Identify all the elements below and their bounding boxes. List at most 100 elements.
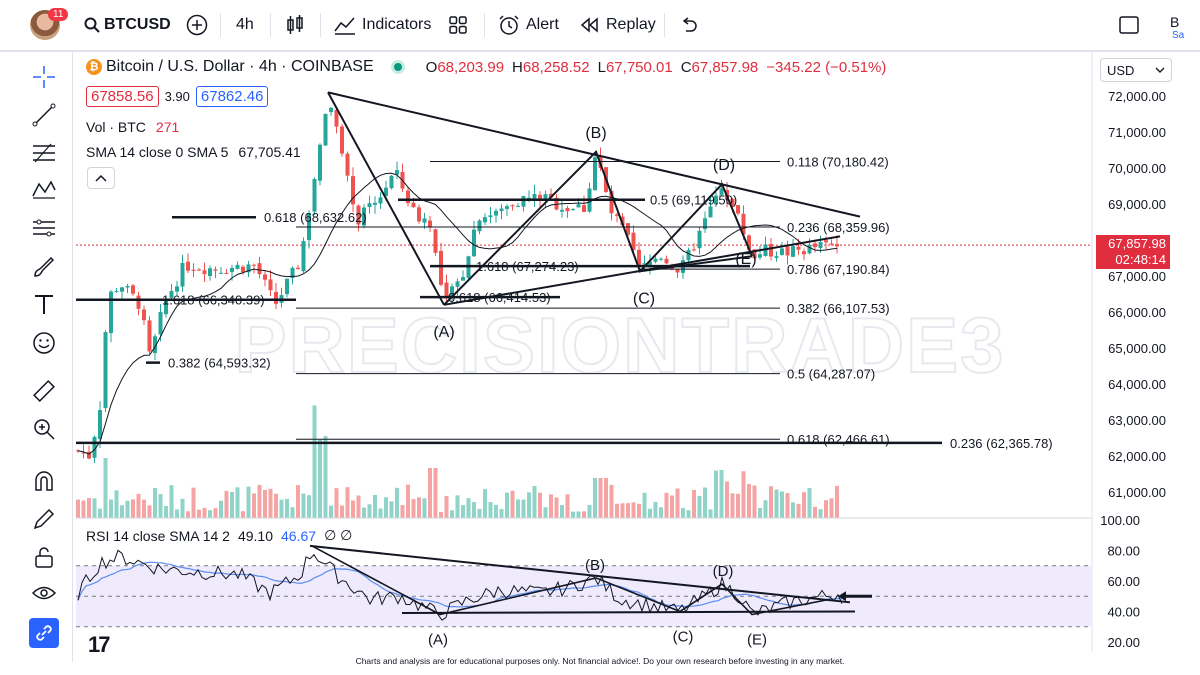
volume-bar <box>164 505 168 518</box>
buy-price-button[interactable]: 67862.46 <box>195 86 269 107</box>
volume-bar <box>692 489 696 518</box>
rsi-line <box>77 549 843 621</box>
ohlc-low: L67,750.01 <box>598 59 673 76</box>
trend-line-tool[interactable] <box>29 100 59 130</box>
symbol-title[interactable]: Bitcoin / U.S. Dollar · 4h · COINBASE <box>106 58 374 75</box>
candle-body <box>626 223 630 235</box>
candle-body <box>769 244 773 257</box>
undo-button[interactable] <box>680 0 698 50</box>
candle-body <box>175 286 179 292</box>
candle-body <box>730 198 735 206</box>
fib-level-label: 0.236 (62,365.78) <box>950 436 1053 451</box>
prediction-tool[interactable] <box>29 212 59 242</box>
candle-body <box>582 205 586 212</box>
search-icon <box>84 17 100 33</box>
emoji-tool[interactable] <box>29 328 59 358</box>
volume-bar <box>697 495 702 518</box>
volume-bar <box>708 509 713 518</box>
replay-button[interactable]: Replay <box>580 0 656 50</box>
candle-body <box>235 264 240 269</box>
candle-body <box>87 451 91 459</box>
add-circle-icon <box>186 14 208 36</box>
volume-bar <box>147 505 152 518</box>
alert-button[interactable]: Alert <box>498 0 559 50</box>
layouts-button[interactable] <box>448 0 468 50</box>
candle-body <box>428 220 432 228</box>
volume-bar <box>389 501 394 518</box>
interval-button[interactable]: 4h <box>236 16 254 33</box>
sell-price-button[interactable]: 67858.56 <box>86 86 159 107</box>
drawing-toolbar <box>20 52 73 662</box>
candle-body <box>483 217 487 223</box>
volume-bar <box>510 490 515 518</box>
currency-select[interactable]: USD <box>1100 58 1172 82</box>
volume-bar <box>554 497 559 518</box>
link-tool[interactable] <box>29 618 59 648</box>
candle-body <box>202 270 207 275</box>
measure-tool[interactable] <box>29 376 59 406</box>
symbol-search[interactable]: BTCUSD <box>84 0 171 50</box>
volume-bar <box>417 497 421 518</box>
volume-bar <box>763 500 768 518</box>
rsi-pattern-label: (E) <box>747 632 767 649</box>
volume-bar <box>615 503 619 518</box>
low-label: L <box>597 58 606 76</box>
pattern-point-label: (B) <box>585 125 606 142</box>
brush-tool[interactable] <box>29 252 59 282</box>
volume-bar <box>494 504 498 518</box>
text-tool[interactable] <box>29 290 59 320</box>
ohlc-high: H68,258.52 <box>512 59 590 76</box>
fullscreen-button[interactable] <box>1118 0 1140 50</box>
open-value: 68,203.99 <box>437 58 505 76</box>
link-icon <box>36 625 52 641</box>
price-change: −345.22 (−0.51%) <box>766 58 887 76</box>
volume-bar <box>499 509 504 518</box>
volume-bar <box>769 486 773 518</box>
market-status-dot <box>393 63 402 71</box>
volume-bar <box>433 468 438 518</box>
candle-body <box>340 126 344 154</box>
rsi-sma-value: 46.67 <box>281 527 317 544</box>
ohlc-close: C67,857.98 <box>681 59 759 76</box>
candle-body <box>620 216 625 226</box>
pattern-point-label: (A) <box>433 324 454 341</box>
zoom-tool[interactable] <box>29 414 59 444</box>
volume-bar <box>235 487 240 518</box>
crosshair-tool[interactable] <box>29 62 59 92</box>
magnet-tool[interactable] <box>29 466 59 496</box>
volume-bar <box>329 505 333 518</box>
divider <box>220 13 221 37</box>
volume-bar <box>802 492 806 518</box>
volume-value: 271 <box>155 119 180 135</box>
sma-label: SMA 14 close 0 SMA 5 <box>86 144 229 160</box>
last-price-value: 67,857.98 <box>1108 236 1166 251</box>
candle-body <box>824 240 828 243</box>
candle-body <box>230 267 234 273</box>
lock-drawings-tool[interactable] <box>29 542 59 572</box>
text-icon <box>35 295 53 314</box>
compare-symbol-button[interactable] <box>186 0 208 50</box>
volume-bar <box>356 495 361 518</box>
hide-drawings-tool[interactable] <box>29 578 59 608</box>
volume-bar <box>791 502 795 518</box>
fib-tool[interactable] <box>29 138 59 168</box>
candle-body <box>455 281 460 287</box>
volume-bar <box>142 499 146 518</box>
volume-bar <box>576 511 581 518</box>
stay-drawing-tool[interactable] <box>29 504 59 534</box>
volume-bar <box>835 485 839 518</box>
indicators-button[interactable]: Indicators <box>334 0 431 50</box>
candle-body <box>290 267 295 279</box>
candle-body <box>527 197 531 199</box>
eye-icon <box>31 586 57 600</box>
pattern-tool[interactable] <box>29 174 59 204</box>
candle-body <box>433 229 438 253</box>
collapse-legend-button[interactable] <box>87 167 115 189</box>
candle-body <box>774 256 779 258</box>
volume-bar <box>664 492 669 518</box>
candle-body <box>472 229 476 257</box>
candle-body <box>208 268 212 277</box>
chart-type-button[interactable] <box>286 0 304 50</box>
fib-level-label: 0.382 (64,593.32) <box>168 356 271 371</box>
